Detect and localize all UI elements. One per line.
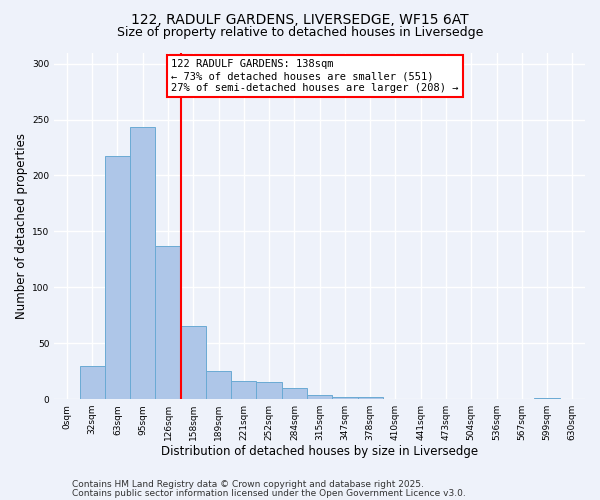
Bar [282, 388, 307, 399]
Bar [358, 397, 383, 399]
Bar [206, 371, 231, 399]
Y-axis label: Number of detached properties: Number of detached properties [15, 133, 28, 319]
Text: 122, RADULF GARDENS, LIVERSEDGE, WF15 6AT: 122, RADULF GARDENS, LIVERSEDGE, WF15 6A… [131, 12, 469, 26]
Text: Contains public sector information licensed under the Open Government Licence v3: Contains public sector information licen… [72, 488, 466, 498]
X-axis label: Distribution of detached houses by size in Liversedge: Distribution of detached houses by size … [161, 444, 478, 458]
Bar [535, 398, 560, 399]
Bar [181, 326, 206, 399]
Bar [80, 366, 105, 399]
Bar [307, 394, 332, 399]
Bar [332, 397, 358, 399]
Text: Contains HM Land Registry data © Crown copyright and database right 2025.: Contains HM Land Registry data © Crown c… [72, 480, 424, 489]
Text: 122 RADULF GARDENS: 138sqm
← 73% of detached houses are smaller (551)
27% of sem: 122 RADULF GARDENS: 138sqm ← 73% of deta… [171, 60, 458, 92]
Bar [256, 382, 282, 399]
Bar [105, 156, 130, 399]
Bar [130, 128, 155, 399]
Text: Size of property relative to detached houses in Liversedge: Size of property relative to detached ho… [117, 26, 483, 39]
Bar [231, 381, 256, 399]
Bar [155, 246, 181, 399]
